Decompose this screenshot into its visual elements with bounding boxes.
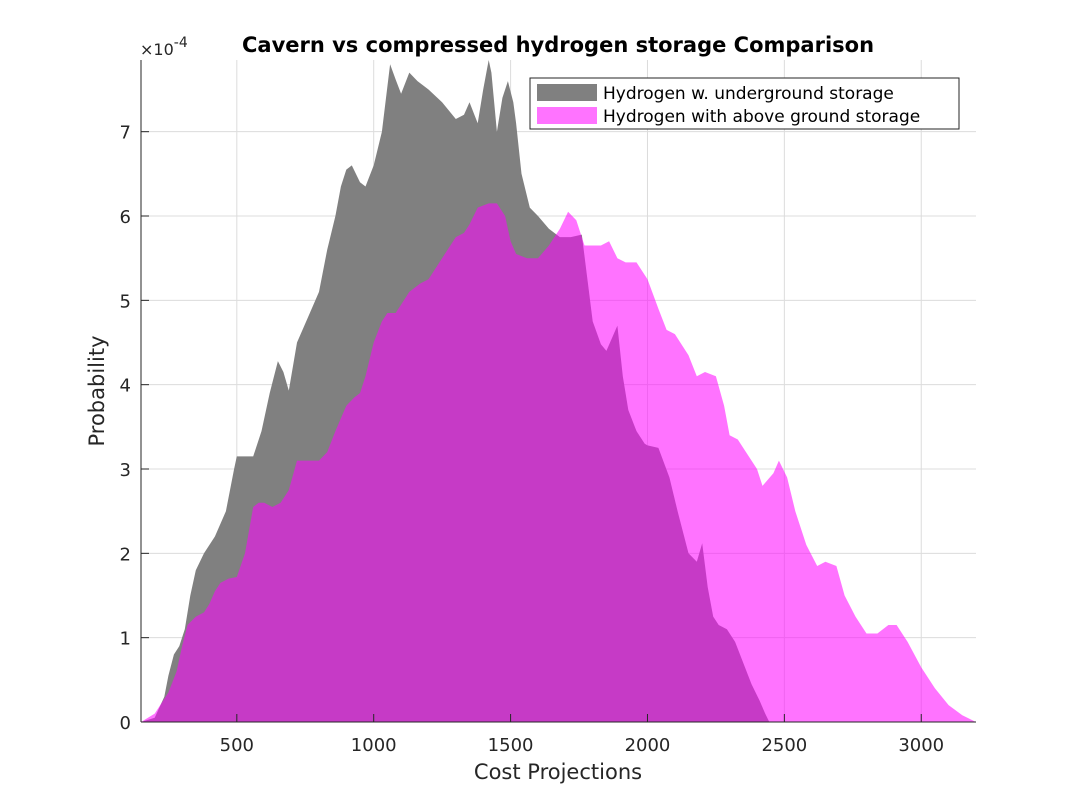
y-exponent-power: -4 [174,35,188,51]
x-tick-label: 2000 [625,735,671,756]
x-tick-label: 500 [220,735,254,756]
axes [140,60,976,723]
y-tick-label: 4 [120,376,131,397]
y-tick-label: 3 [120,460,131,481]
x-tick-label: 1000 [351,735,397,756]
legend-label-above-ground: Hydrogen with above ground storage [603,107,920,127]
y-tick-label: 2 [120,544,131,565]
x-tick-label: 3000 [898,735,944,756]
chart-title: Cavern vs compressed hydrogen storage Co… [242,33,874,57]
y-axis-label: Probability [85,335,109,446]
y-exponent-base: ×10 [140,40,174,59]
x-tick-label: 1500 [488,735,534,756]
legend-box [529,77,960,130]
area-above-ground-storage [141,203,976,722]
legend-swatch-above-ground [537,107,597,124]
x-tick-label: 2500 [761,735,807,756]
y-tick-label: 6 [120,207,131,228]
series-layer [141,60,976,722]
y-exponent-label: ×10-4 [140,35,188,59]
legend-label-underground: Hydrogen w. underground storage [603,84,894,104]
tick-labels: 500 1000 1500 2000 2500 3000 0 1 2 3 4 5 6 7 [120,123,945,756]
legend: Hydrogen w. underground storage Hydrogen… [529,77,960,130]
legend-swatch-underground [537,84,597,101]
y-tick-label: 0 [120,713,131,734]
y-tick-label: 5 [120,291,131,312]
y-tick-label: 1 [120,629,131,650]
x-axis-label: Cost Projections [474,760,642,784]
y-tick-label: 7 [120,123,131,144]
